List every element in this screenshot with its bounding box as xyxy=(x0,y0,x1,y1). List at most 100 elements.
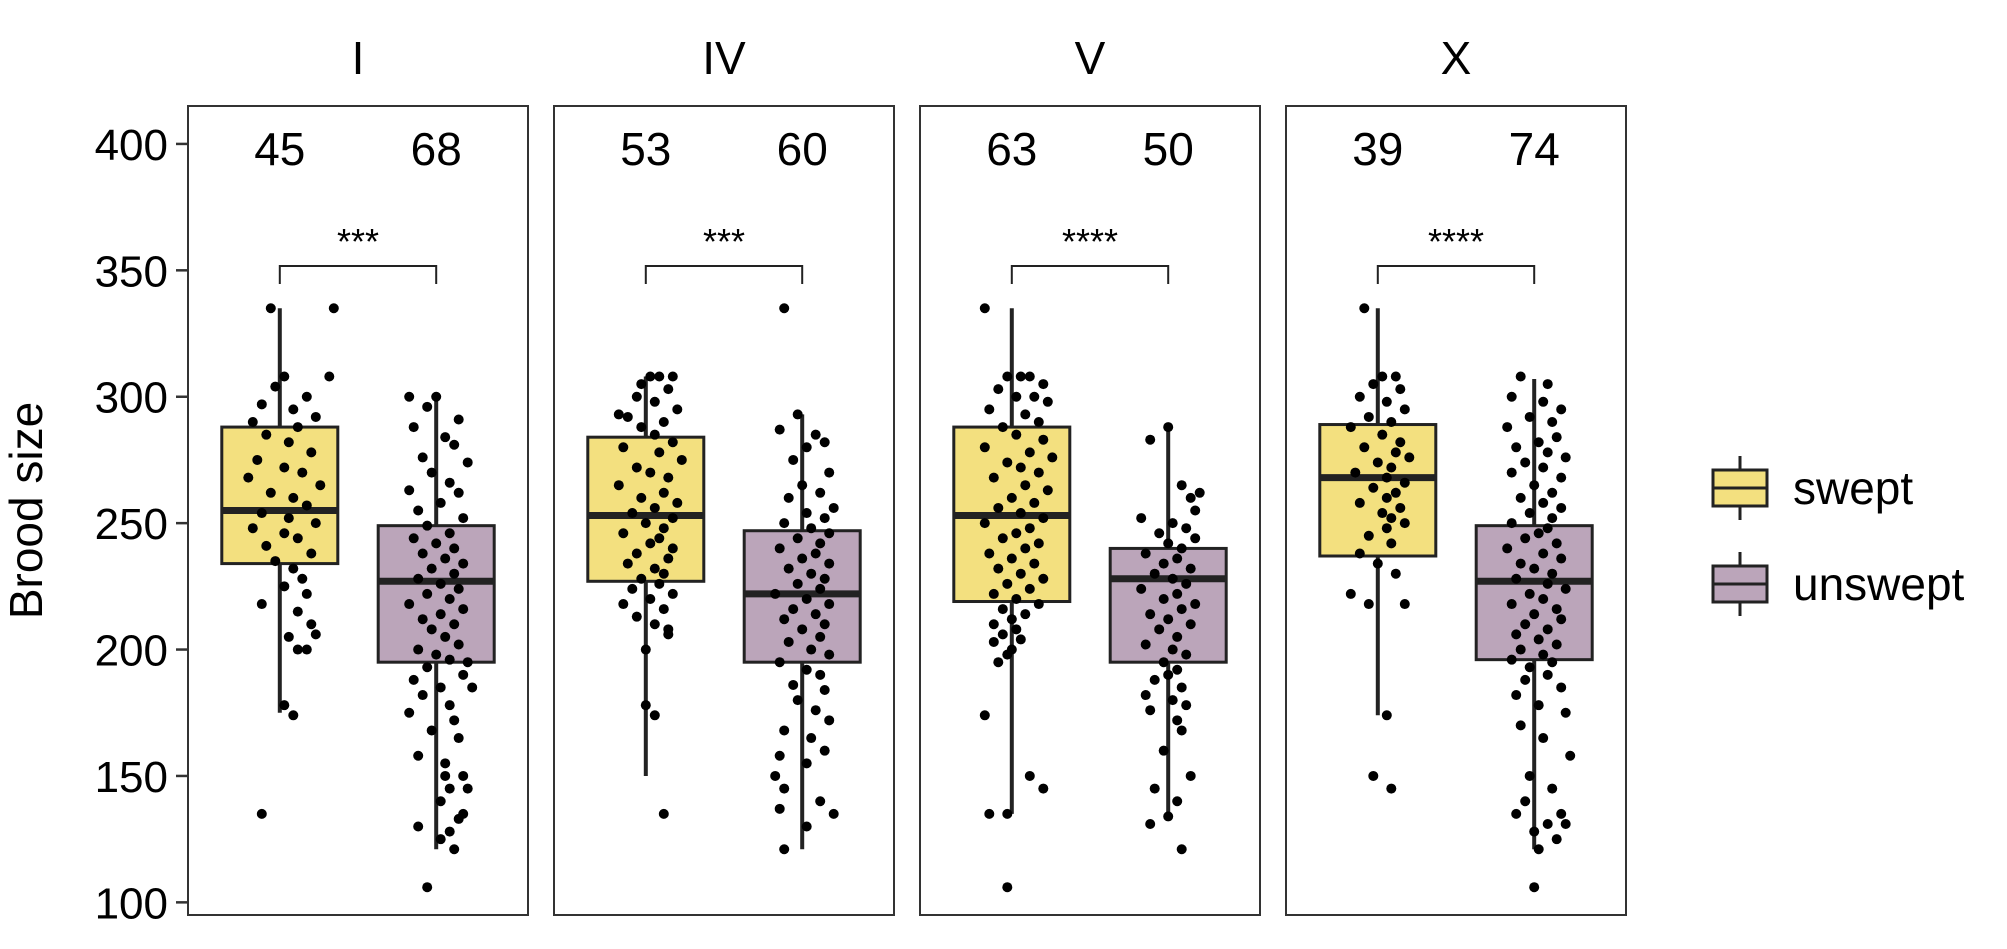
data-point xyxy=(422,882,433,893)
data-point xyxy=(458,604,469,615)
data-point xyxy=(779,614,790,625)
data-point xyxy=(1033,467,1044,478)
data-point xyxy=(453,583,464,594)
data-point xyxy=(1390,371,1401,382)
data-point xyxy=(462,457,473,468)
data-point xyxy=(779,303,790,314)
data-point xyxy=(1556,553,1567,564)
y-tick-label: 250 xyxy=(95,500,168,549)
data-point xyxy=(1381,472,1392,483)
data-point xyxy=(1047,452,1058,463)
data-point xyxy=(824,599,835,610)
data-point xyxy=(828,502,839,513)
legend-item-swept: swept xyxy=(1705,440,1995,536)
data-point xyxy=(658,568,669,579)
data-point xyxy=(1345,422,1356,433)
data-point xyxy=(265,487,276,498)
data-point xyxy=(408,533,419,544)
panel-border xyxy=(553,105,895,916)
data-point xyxy=(422,588,433,599)
data-point xyxy=(1560,818,1571,829)
data-point xyxy=(663,553,674,564)
box-swept xyxy=(586,435,706,583)
data-point xyxy=(622,411,633,422)
data-point xyxy=(658,417,669,428)
data-point xyxy=(408,422,419,433)
data-point xyxy=(1538,548,1549,559)
data-point xyxy=(1176,682,1187,693)
data-point xyxy=(449,844,460,855)
data-point xyxy=(1542,669,1553,680)
data-point xyxy=(1395,384,1406,395)
data-point xyxy=(1140,690,1151,701)
data-point xyxy=(1538,593,1549,604)
data-point xyxy=(1015,568,1026,579)
data-point xyxy=(417,548,428,559)
data-point xyxy=(444,528,455,539)
data-point xyxy=(1024,770,1035,781)
data-point xyxy=(1529,882,1540,893)
data-point xyxy=(979,442,990,453)
data-point xyxy=(1368,770,1379,781)
data-point xyxy=(453,639,464,650)
data-point xyxy=(1015,508,1026,519)
data-point xyxy=(426,563,437,574)
data-point xyxy=(636,379,647,390)
data-point xyxy=(658,604,669,615)
data-point xyxy=(824,649,835,660)
data-point xyxy=(788,679,799,690)
data-point xyxy=(1529,826,1540,837)
data-point xyxy=(453,733,464,744)
data-point xyxy=(306,447,317,458)
data-point xyxy=(422,520,433,531)
count-label: 74 xyxy=(1509,123,1560,175)
data-point xyxy=(1167,573,1178,584)
data-point xyxy=(658,523,669,534)
data-point xyxy=(422,662,433,673)
data-point xyxy=(1038,434,1049,445)
y-tick-label: 100 xyxy=(95,879,168,928)
data-point xyxy=(315,480,326,491)
data-point xyxy=(467,682,478,693)
data-point xyxy=(1556,472,1567,483)
data-point xyxy=(1377,508,1388,519)
data-point xyxy=(1386,783,1397,794)
count-label: 63 xyxy=(986,123,1037,175)
data-point xyxy=(404,707,415,718)
data-point xyxy=(1386,417,1397,428)
data-point xyxy=(783,563,794,574)
data-point xyxy=(292,533,303,544)
data-point xyxy=(310,411,321,422)
data-point xyxy=(1172,715,1183,726)
data-point xyxy=(627,508,638,519)
data-point xyxy=(283,631,294,642)
data-point xyxy=(1381,710,1392,721)
data-point xyxy=(636,422,647,433)
data-point xyxy=(1372,558,1383,569)
data-point xyxy=(426,725,437,736)
data-point xyxy=(792,578,803,589)
data-point xyxy=(649,619,660,630)
data-point xyxy=(984,808,995,819)
data-point xyxy=(810,429,821,440)
data-point xyxy=(1002,371,1013,382)
data-point xyxy=(1158,558,1169,569)
data-point xyxy=(1033,538,1044,549)
data-point xyxy=(462,783,473,794)
data-point xyxy=(1029,558,1040,569)
data-point xyxy=(1163,538,1174,549)
data-point xyxy=(815,487,826,498)
data-point xyxy=(654,447,665,458)
facet-label: I xyxy=(352,32,365,84)
data-point xyxy=(417,452,428,463)
data-point xyxy=(297,467,308,478)
data-point xyxy=(1515,371,1526,382)
data-point xyxy=(256,399,267,410)
data-point xyxy=(1002,808,1013,819)
data-point xyxy=(658,487,669,498)
data-point xyxy=(435,682,446,693)
box-unswept xyxy=(376,524,496,664)
data-point xyxy=(1345,588,1356,599)
data-point xyxy=(1547,513,1558,524)
